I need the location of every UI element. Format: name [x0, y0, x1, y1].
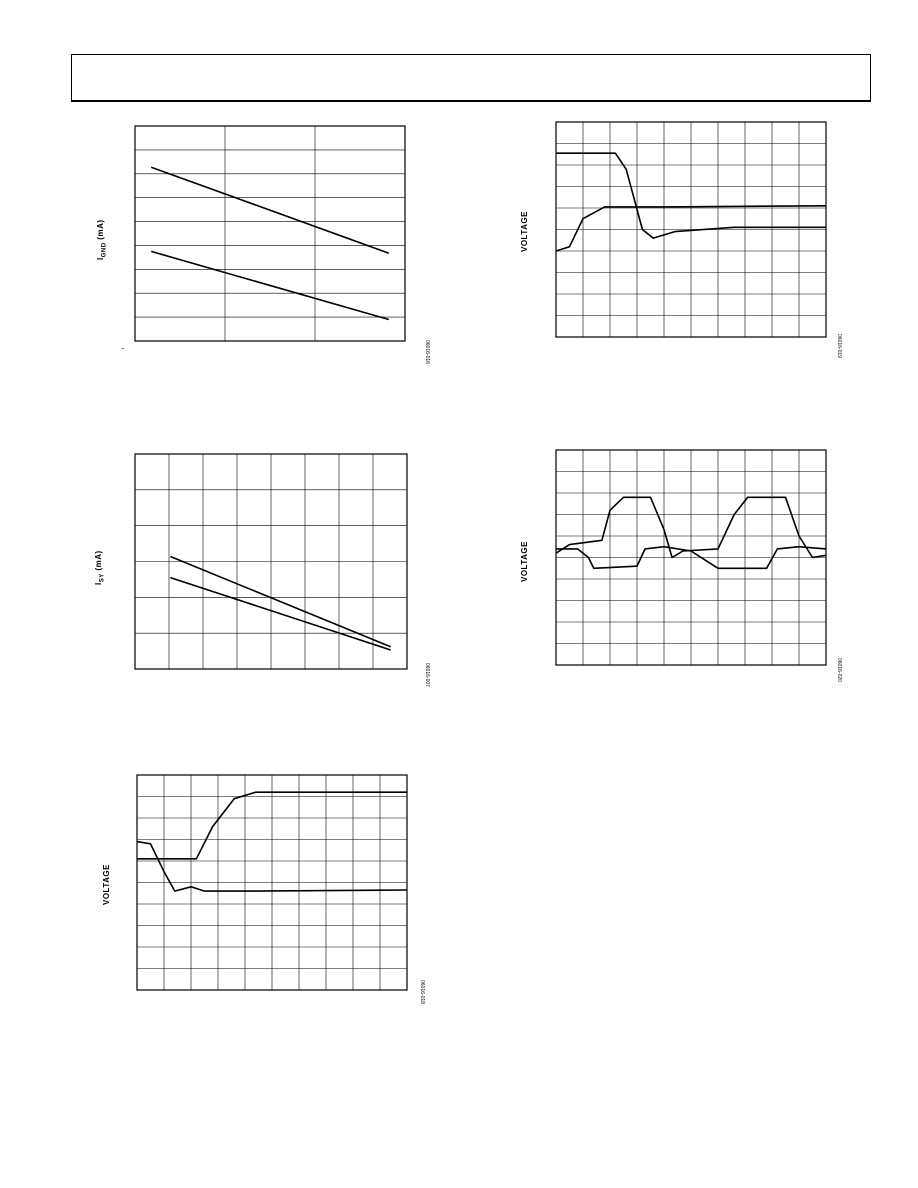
isy-figure-code: 06016-007: [424, 663, 430, 687]
step-up-scope-chart: VOLTAGE 06016-018: [80, 765, 440, 1035]
ignd-figure-code: 06016-016: [424, 340, 430, 364]
series-line-1: [150, 166, 390, 254]
series-line-2: [556, 545, 827, 570]
series-line-2: [136, 840, 408, 892]
step-down-scope-chart: VOLTAGE 06016-019: [515, 112, 875, 382]
step-down-figure-code: 06016-019: [836, 334, 842, 358]
series-line-2: [555, 205, 827, 252]
square-figure-code: 06016-020: [836, 658, 842, 682]
step-up-figure-code: 06016-018: [419, 980, 425, 1004]
plot-frame: [134, 125, 406, 342]
page-header-box: [71, 54, 871, 102]
square-wave-scope-chart: VOLTAGE 06016-020: [515, 440, 875, 710]
series-line-1: [170, 555, 392, 648]
step-up-plot: [136, 774, 408, 991]
isy-chart: ISY (mA) 06016-007: [80, 445, 440, 715]
series-line-1: [555, 496, 827, 559]
series-line-1: [137, 791, 407, 860]
step-down-plot: [555, 121, 827, 338]
series-line-2: [150, 250, 390, 321]
series-line-2: [170, 576, 391, 651]
series-line-1: [556, 152, 826, 239]
square-plot: [555, 449, 827, 666]
ignd-plot: [134, 125, 406, 342]
ignd-chart: IGND (mA) – 06016-016: [80, 110, 440, 380]
isy-plot: [134, 453, 408, 670]
ignd-tick-mark: –: [121, 346, 125, 352]
